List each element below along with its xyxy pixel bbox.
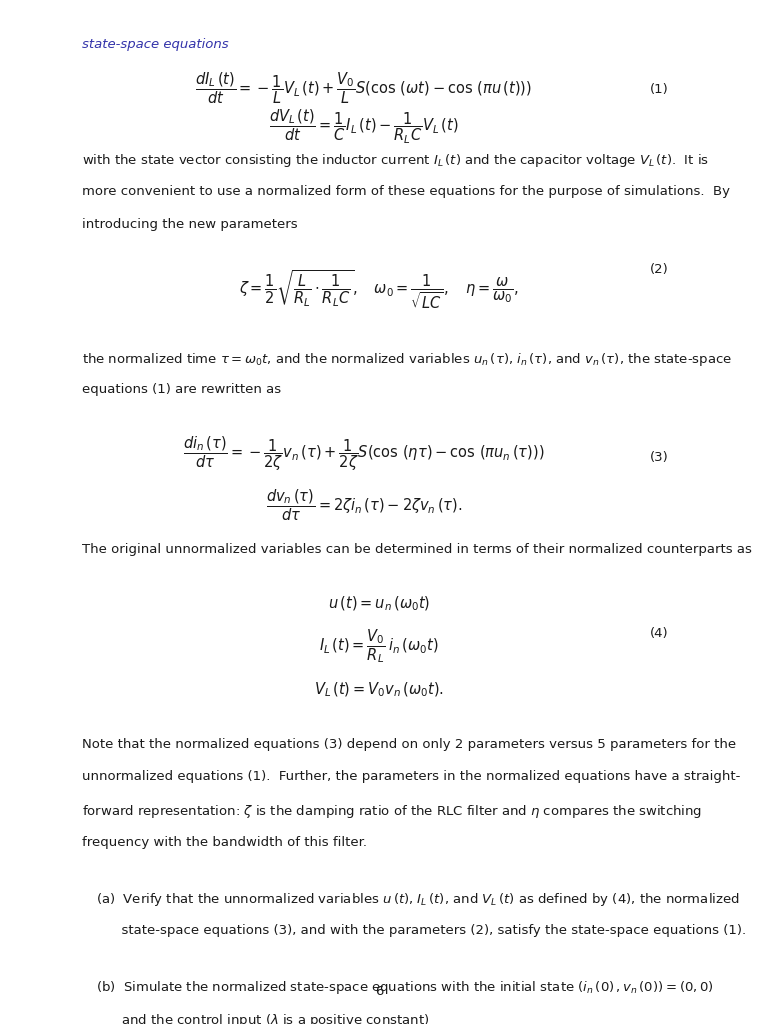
Text: with the state vector consisting the inductor current $I_L\,(t)$ and the capacit: with the state vector consisting the ind… <box>82 152 709 169</box>
Text: The original unnormalized variables can be determined in terms of their normaliz: The original unnormalized variables can … <box>82 543 752 556</box>
Text: $\dfrac{dI_L\,(t)}{dt} = -\dfrac{1}{L}V_L\,(t) + \dfrac{V_0}{L}S(\cos\,(\omega t: $\dfrac{dI_L\,(t)}{dt} = -\dfrac{1}{L}V_… <box>196 70 532 105</box>
Text: $u\,(t) = u_n\,(\omega_0 t)$: $u\,(t) = u_n\,(\omega_0 t)$ <box>327 594 431 612</box>
Text: $V_L\,(t) = V_0 v_n\,(\omega_0 t).$: $V_L\,(t) = V_0 v_n\,(\omega_0 t).$ <box>314 680 444 698</box>
Text: (1): (1) <box>650 84 669 96</box>
Text: state-space equations: state-space equations <box>82 38 228 51</box>
Text: (4): (4) <box>650 627 669 640</box>
Text: $\dfrac{dv_n\,(\tau)}{d\tau} = 2\zeta i_n\,(\tau) - 2\zeta v_n\,(\tau).$: $\dfrac{dv_n\,(\tau)}{d\tau} = 2\zeta i_… <box>265 487 462 523</box>
Text: 6: 6 <box>374 985 384 998</box>
Text: introducing the new parameters: introducing the new parameters <box>82 217 297 230</box>
Text: (b)  Simulate the normalized state-space equations with the initial state $(i_n\: (b) Simulate the normalized state-space … <box>96 979 713 996</box>
Text: $\zeta = \dfrac{1}{2}\sqrt{\dfrac{L}{R_L}\cdot\dfrac{1}{R_L C}},\quad \omega_0 =: $\zeta = \dfrac{1}{2}\sqrt{\dfrac{L}{R_L… <box>239 268 519 311</box>
Text: unnormalized equations (1).  Further, the parameters in the normalized equations: unnormalized equations (1). Further, the… <box>82 770 741 783</box>
Text: (2): (2) <box>650 262 669 275</box>
Text: and the control input ($\lambda$ is a positive constant): and the control input ($\lambda$ is a po… <box>96 1012 429 1024</box>
Text: (a)  Verify that the unnormalized variables $u\,(t)$, $I_L\,(t)$, and $V_L\,(t)$: (a) Verify that the unnormalized variabl… <box>96 891 739 908</box>
Text: the normalized time $\tau = \omega_0 t$, and the normalized variables $u_n\,(\ta: the normalized time $\tau = \omega_0 t$,… <box>82 350 732 368</box>
Text: (3): (3) <box>650 451 669 464</box>
Text: frequency with the bandwidth of this filter.: frequency with the bandwidth of this fil… <box>82 836 367 849</box>
Text: equations (1) are rewritten as: equations (1) are rewritten as <box>82 383 281 396</box>
Text: forward representation: $\zeta$ is the damping ratio of the RLC filter and $\eta: forward representation: $\zeta$ is the d… <box>82 803 702 820</box>
Text: $I_L\,(t) = \dfrac{V_0}{R_L}\,i_n\,(\omega_0 t)$: $I_L\,(t) = \dfrac{V_0}{R_L}\,i_n\,(\ome… <box>319 627 439 666</box>
Text: more convenient to use a normalized form of these equations for the purpose of s: more convenient to use a normalized form… <box>82 184 730 198</box>
Text: state-space equations (3), and with the parameters (2), satisfy the state-space : state-space equations (3), and with the … <box>96 924 746 937</box>
Text: $\dfrac{di_n\,(\tau)}{d\tau} = -\dfrac{1}{2\zeta}v_n\,(\tau) + \dfrac{1}{2\zeta}: $\dfrac{di_n\,(\tau)}{d\tau} = -\dfrac{1… <box>183 434 544 473</box>
Text: $\dfrac{dV_L\,(t)}{dt} = \dfrac{1}{C}I_L\,(t) - \dfrac{1}{R_L C}V_L\,(t)$: $\dfrac{dV_L\,(t)}{dt} = \dfrac{1}{C}I_L… <box>269 108 459 146</box>
Text: Note that the normalized equations (3) depend on only 2 parameters versus 5 para: Note that the normalized equations (3) d… <box>82 737 736 751</box>
